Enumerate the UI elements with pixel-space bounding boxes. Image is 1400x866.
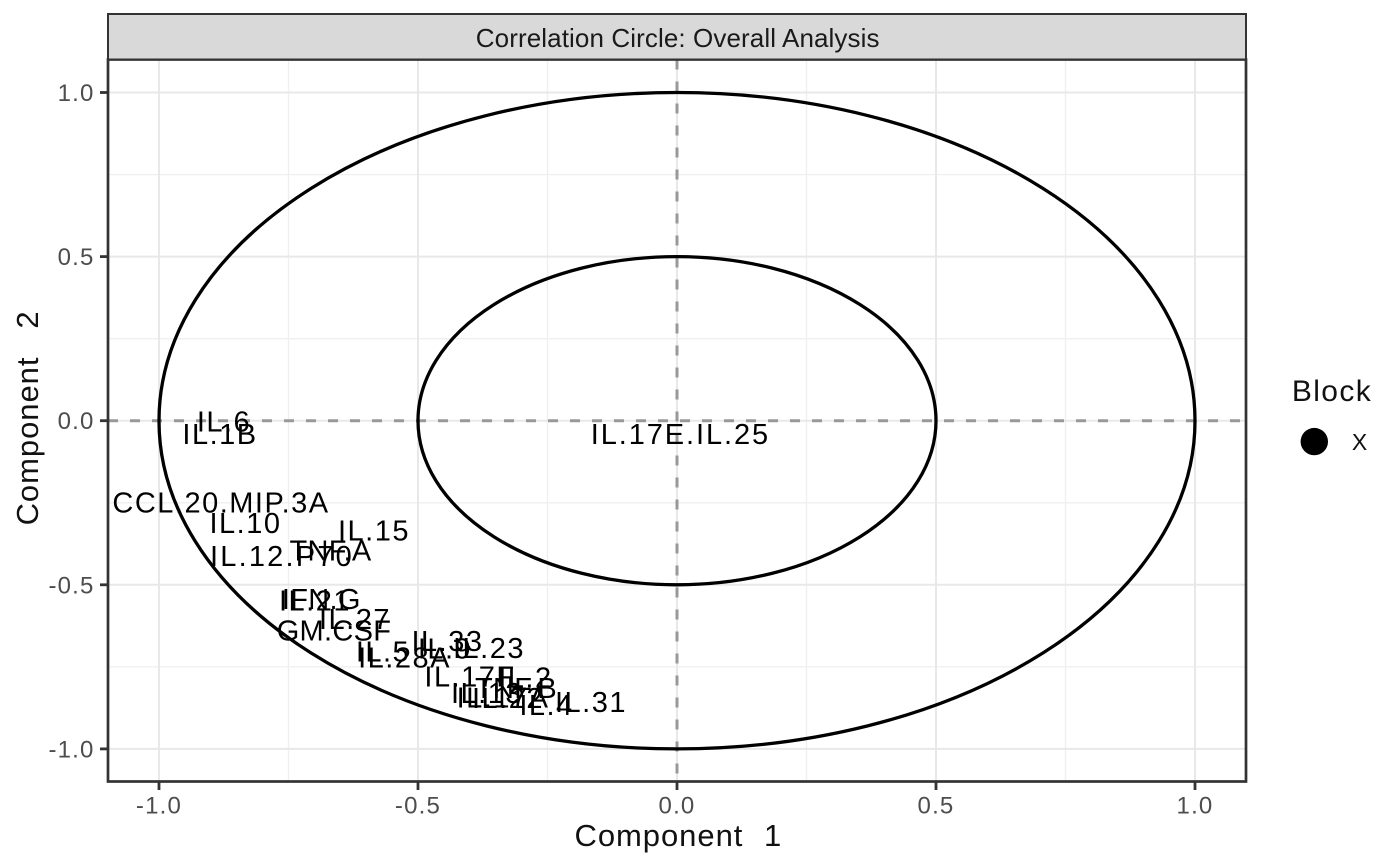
svg-text:IL.28A: IL.28A (358, 643, 451, 675)
svg-text:IL.33: IL.33 (412, 626, 484, 658)
svg-text:GM.CSF: GM.CSF (277, 616, 392, 648)
svg-text:-0.5: -0.5 (395, 793, 441, 820)
svg-text:Component: Component (575, 818, 744, 853)
svg-text:IL.5: IL.5 (356, 637, 410, 669)
svg-text:CCL.20.MIP.3A: CCL.20.MIP.3A (112, 488, 329, 520)
svg-text:IL.10: IL.10 (210, 508, 282, 540)
svg-text:IL.23: IL.23 (453, 633, 525, 665)
svg-text:TNF.A: TNF.A (289, 536, 371, 568)
svg-text:IL.17F: IL.17F (424, 662, 515, 694)
svg-text:IL.21: IL.21 (279, 586, 351, 618)
svg-text:Correlation Circle: Overall An: Correlation Circle: Overall Analysis (476, 23, 880, 53)
svg-text:1: 1 (764, 818, 781, 853)
svg-text:IL.31: IL.31 (555, 687, 627, 719)
svg-text:IL.1B: IL.1B (182, 419, 257, 451)
svg-text:TNF.B: TNF.B (475, 673, 557, 705)
svg-text:-1.0: -1.0 (48, 736, 94, 763)
svg-text:X: X (1352, 429, 1367, 455)
svg-text:IL.6: IL.6 (197, 407, 251, 439)
svg-text:Block: Block (1292, 375, 1372, 408)
svg-text:2: 2 (10, 311, 45, 328)
svg-text:1.0: 1.0 (58, 80, 95, 107)
svg-text:-0.5: -0.5 (48, 572, 94, 599)
svg-text:-1.0: -1.0 (136, 793, 182, 820)
svg-text:IL.9: IL.9 (418, 634, 472, 666)
svg-text:IL.12.P70: IL.12.P70 (210, 541, 354, 573)
svg-text:0.5: 0.5 (918, 793, 955, 820)
svg-text:IL.2: IL.2 (498, 663, 552, 695)
svg-text:0.0: 0.0 (58, 408, 95, 435)
svg-text:0.5: 0.5 (58, 244, 95, 271)
svg-text:IL.22: IL.22 (472, 683, 544, 715)
svg-text:Component: Component (10, 357, 45, 526)
svg-text:1.0: 1.0 (1177, 793, 1214, 820)
svg-text:IL.4: IL.4 (519, 690, 573, 722)
svg-text:IL.27: IL.27 (319, 604, 391, 636)
svg-text:IL.17A: IL.17A (457, 683, 550, 715)
svg-text:IL.15: IL.15 (338, 516, 410, 548)
svg-text:IL.13: IL.13 (451, 678, 523, 710)
svg-text:IFN.G: IFN.G (282, 584, 361, 616)
svg-text:IL.17E.IL.25: IL.17E.IL.25 (591, 419, 770, 451)
svg-text:0.0: 0.0 (659, 793, 696, 820)
